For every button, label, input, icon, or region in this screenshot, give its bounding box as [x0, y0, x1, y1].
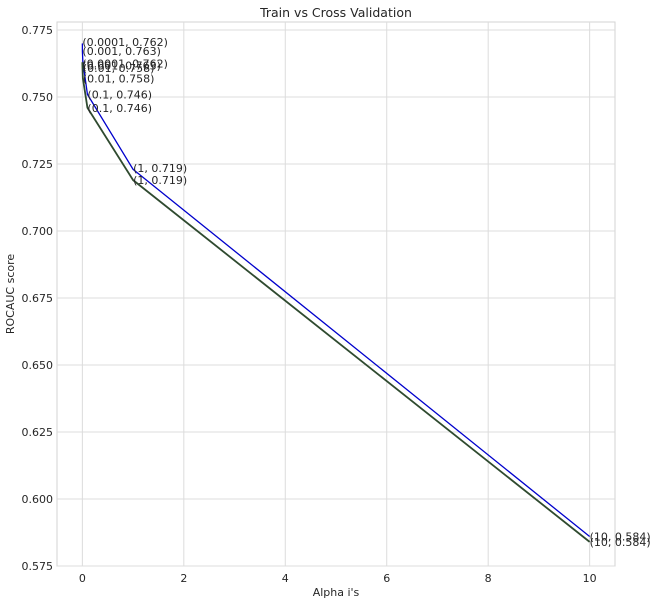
y-tick-label: 0.725	[22, 158, 54, 171]
point-annotation: (0.001, 0.763)	[82, 59, 161, 72]
chart-title: Train vs Cross Validation	[259, 5, 412, 20]
x-tick-labels: 0 2 4 6 8 10	[79, 572, 597, 585]
point-annotation: (0.001, 0.763)	[82, 45, 161, 58]
point-annotation: (10, 0.584)	[590, 536, 651, 549]
y-tick-label: 0.700	[22, 225, 54, 238]
grid-lines	[57, 22, 615, 567]
x-tick-label: 6	[383, 572, 390, 585]
x-tick-label: 8	[485, 572, 492, 585]
point-annotation: (10, 0.584)	[590, 531, 651, 544]
y-tick-label: 0.625	[22, 426, 54, 439]
point-annotation: (0.0001, 0.762)	[82, 58, 168, 71]
series-line-2	[81, 62, 591, 543]
x-axis-label: Alpha i's	[313, 586, 360, 599]
x-tick-label: 0	[79, 572, 86, 585]
y-tick-labels: 0.575 0.600 0.625 0.650 0.675 0.700 0.725 0.750…	[22, 24, 54, 573]
y-tick-label: 0.750	[22, 91, 54, 104]
y-axis-label: ROCAUC score	[4, 254, 17, 335]
y-tick-label: 0.675	[22, 292, 54, 305]
x-tick-label: 2	[180, 572, 187, 585]
point-annotation: (0.01, 0.758)	[83, 62, 155, 75]
point-annotation: (0.0001, 0.762)	[82, 36, 168, 49]
x-tick-label: 4	[282, 572, 289, 585]
plot-background	[56, 21, 616, 567]
y-tick-label: 0.600	[22, 493, 54, 506]
annotation-layer: (0.0001, 0.762)(0.001, 0.763)(0.0001, 0.…	[82, 36, 650, 549]
point-annotation: (0.1, 0.746)	[87, 88, 152, 101]
point-annotation: (1, 0.719)	[133, 162, 187, 175]
y-tick-label: 0.775	[22, 24, 54, 37]
y-tick-label: 0.650	[22, 359, 54, 372]
series-line-1	[81, 43, 591, 538]
point-annotation: (1, 0.719)	[133, 174, 187, 187]
point-annotation: (0.01, 0.758)	[83, 72, 155, 85]
point-annotation: (0.1, 0.746)	[87, 102, 152, 115]
y-tick-label: 0.575	[22, 560, 54, 573]
series-layer	[81, 43, 591, 543]
x-tick-label: 10	[583, 572, 597, 585]
